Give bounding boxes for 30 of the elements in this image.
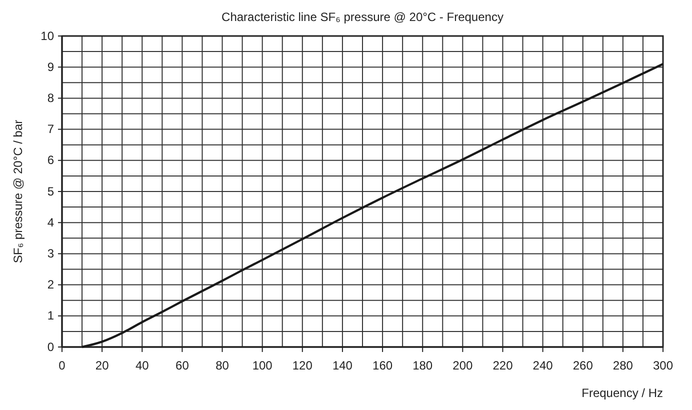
x-tick-label: 60	[176, 358, 190, 373]
y-tick-label: 3	[47, 246, 54, 261]
y-tick-label: 7	[47, 122, 54, 136]
x-tick-label: 160	[372, 358, 393, 373]
x-tick-label: 80	[216, 358, 230, 373]
y-tick-label: 10	[40, 28, 54, 43]
x-tick-label: 140	[332, 358, 353, 373]
x-tick-label: 0	[58, 358, 66, 373]
y-tick-label: 6	[47, 153, 54, 168]
x-tick-label: 240	[532, 358, 554, 373]
y-tick-label: 0	[47, 340, 54, 354]
x-tick-label: 120	[292, 358, 313, 373]
y-axis-title: SF₆ pressure @ 20°C / bar	[11, 120, 25, 264]
x-tick-label: 40	[135, 358, 150, 373]
y-tick-label: 8	[47, 91, 54, 106]
x-tick-label: 280	[612, 358, 634, 373]
y-tick-label: 2	[47, 278, 54, 292]
y-tick-label: 9	[47, 60, 54, 74]
y-tick-label: 4	[47, 215, 54, 230]
x-tick-label: 180	[412, 358, 433, 373]
y-tick-label: 5	[47, 184, 54, 198]
x-tick-label: 200	[452, 358, 473, 373]
x-axis-title: Frequency / Hz	[582, 386, 663, 400]
x-tick-label: 100	[252, 358, 273, 373]
x-tick-label: 20	[95, 358, 110, 373]
chart-title: Characteristic line SF₆ pressure @ 20°C - Frequency	[222, 10, 504, 24]
x-tick-label: 220	[492, 358, 514, 373]
y-tick-label: 1	[47, 308, 54, 323]
x-tick-label: 260	[572, 358, 594, 373]
x-tick-label: 300	[652, 358, 674, 373]
